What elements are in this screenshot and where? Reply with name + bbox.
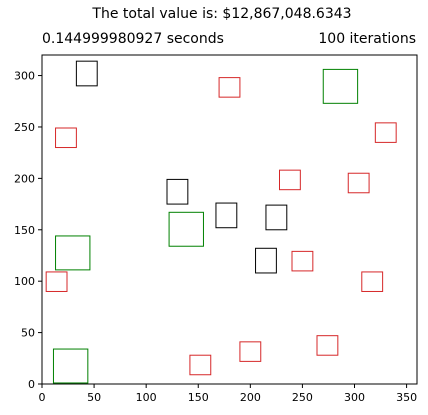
black-box — [166, 178, 189, 205]
red-box — [316, 335, 339, 356]
red-box — [239, 341, 262, 362]
red-box — [55, 127, 77, 149]
red-box — [361, 271, 384, 292]
y-tick-label: 50 — [21, 327, 35, 340]
green-box — [52, 348, 89, 384]
y-tick-label: 0 — [28, 378, 35, 391]
red-box — [279, 169, 301, 191]
iterations-label: 100 iterations — [318, 31, 416, 47]
x-tick-label: 200 — [240, 391, 261, 404]
red-box — [291, 250, 314, 272]
x-tick-label: 50 — [87, 391, 101, 404]
plot-frame — [41, 54, 418, 385]
y-tick-label: 100 — [14, 275, 35, 288]
chart-axes: 0 50 100 150 200 250 300 350 0 50 100 150 200 250 300 — [14, 70, 417, 404]
y-tick-label: 200 — [14, 172, 35, 185]
x-tick-label: 0 — [39, 391, 46, 404]
x-tick-label: 100 — [136, 391, 157, 404]
green-box — [168, 211, 204, 247]
red-box — [189, 354, 212, 376]
chart-title: The total value is: $12,867,048.6343 — [92, 6, 352, 22]
x-tick-label: 300 — [344, 391, 365, 404]
x-tick-label: 150 — [188, 391, 209, 404]
chart-marks — [45, 60, 397, 384]
red-box — [347, 172, 370, 194]
red-box — [374, 122, 397, 143]
x-tick-label: 250 — [292, 391, 313, 404]
black-box — [255, 247, 277, 274]
y-tick-label: 300 — [14, 70, 35, 83]
red-box — [45, 271, 68, 292]
y-tick-label: 250 — [14, 121, 35, 134]
red-box — [218, 77, 241, 98]
y-tick-label: 150 — [14, 224, 35, 237]
black-box — [215, 202, 238, 229]
x-tick-label: 350 — [396, 391, 417, 404]
green-box — [55, 235, 91, 271]
green-box — [322, 68, 359, 104]
black-box — [265, 204, 288, 231]
elapsed-time-label: 0.144999980927 seconds — [42, 31, 224, 47]
black-box — [75, 60, 98, 87]
